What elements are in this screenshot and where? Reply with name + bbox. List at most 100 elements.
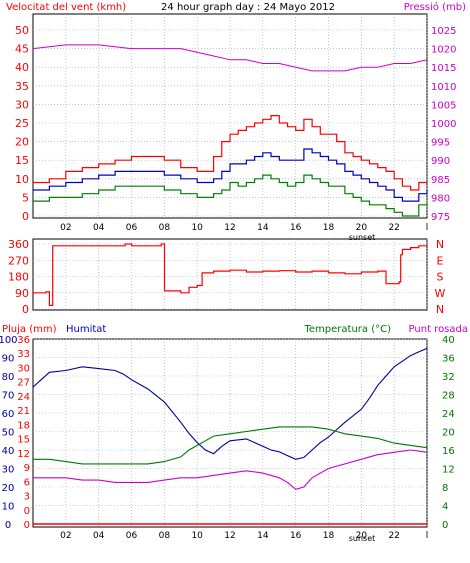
wind-series-average <box>33 148 428 202</box>
wind-y-tick-label: 35 <box>15 80 29 93</box>
pressure-y-tick-label: 1015 <box>431 63 456 74</box>
temperature-y-tick-label: 4 <box>442 502 448 513</box>
temperature-y-tick-label: 32 <box>442 372 455 383</box>
pressure-y-tick-label: 1005 <box>431 100 456 111</box>
rain-y-tick-label: 3 <box>24 492 30 503</box>
humidity-y-tick-label: 10 <box>2 502 15 513</box>
rain-y-tick-label: 0 <box>24 506 30 517</box>
wind-y-tick-label: 20 <box>15 136 29 149</box>
wind-x-tick-label: 18 <box>323 223 335 233</box>
bottom-x-tick-label: 20 <box>356 531 368 541</box>
temperature-y-tick-label: 0 <box>442 520 448 531</box>
bottom-x-tick-label: 22 <box>388 531 399 541</box>
wind-x-tick-label: 20 <box>356 223 368 233</box>
bottom-x-tick-label: 10 <box>191 531 203 541</box>
pressure-y-tick-label: 1010 <box>431 82 456 93</box>
wind-y-tick-label: 5 <box>22 191 29 204</box>
pressure-y-tick-label: 1025 <box>431 26 456 37</box>
rain-y-tick-label: 12 <box>17 449 30 460</box>
rain-y-tick-label: 24 <box>17 392 30 403</box>
compass-tick-label: N <box>436 238 444 251</box>
humidity-y-tick-label: 50 <box>2 428 15 439</box>
wind-x-tick-label: 16 <box>290 223 302 233</box>
bottom-x-tick-label: 04 <box>93 531 105 541</box>
rain-y-tick-label: 18 <box>17 420 30 431</box>
temperature-y-tick-label: 16 <box>442 446 455 457</box>
wind-series-pressure <box>32 44 428 72</box>
temperature-y-tick-label: 8 <box>442 483 448 494</box>
bottom-x-tick-label: 12 <box>224 531 235 541</box>
pressure-axis-title: Pressió (mb) <box>404 1 466 13</box>
humidity-y-tick-label: 20 <box>2 483 15 494</box>
wind-x-tick-label: 08 <box>159 223 171 233</box>
bottom-x-tick-label: 06 <box>126 531 138 541</box>
wind-y-tick-label: 25 <box>15 117 29 130</box>
bottom-x-tick-label: 16 <box>290 531 302 541</box>
wind-axis-title: Velocitat del vent (kmh) <box>6 2 126 13</box>
compass-tick-label: S <box>437 271 444 284</box>
direction-y-tick-label: 90 <box>15 287 29 300</box>
rain-y-tick-label: 9 <box>24 463 30 474</box>
dewpoint-axis-title: Punt rosada <box>409 324 468 335</box>
rain-y-tick-label: 27 <box>17 378 30 389</box>
wind-y-tick-label: 50 <box>15 24 29 37</box>
sunset-label-top: sunset <box>349 233 376 242</box>
humidity-y-tick-label: 30 <box>2 465 15 476</box>
temperature-series <box>33 426 428 465</box>
rain-y-tick-label: 0 <box>24 520 30 531</box>
wind-series-minimum <box>33 174 428 217</box>
humidity-y-tick-label: 40 <box>2 446 15 457</box>
humidity-y-tick-label: 0 <box>5 520 11 531</box>
wind-y-tick-label: 45 <box>15 43 29 56</box>
rain-y-tick-label: 21 <box>17 406 30 417</box>
temperature-axis-title: Temperatura (°C) <box>303 324 391 335</box>
bottom-x-tick-label: 08 <box>159 531 171 541</box>
wind-x-tick-label: 12 <box>224 223 235 233</box>
rain-y-tick-label: 33 <box>17 349 30 360</box>
humidity-y-tick-label: 70 <box>2 391 15 402</box>
wind-x-tick-label: 14 <box>257 223 269 233</box>
wind-y-tick-label: 10 <box>15 173 29 186</box>
pressure-y-tick-label: 1000 <box>431 119 456 130</box>
rain-axis-title: Pluja (mm) <box>2 324 57 335</box>
dewpoint-series <box>33 449 428 490</box>
pressure-y-tick-label: 980 <box>431 193 450 204</box>
bottom-x-tick-label: l <box>426 531 429 541</box>
graph-title: 24 hour graph day : 24 Mayo 2012 <box>161 2 335 13</box>
bottom-x-tick-label: 02 <box>60 531 71 541</box>
temperature-y-tick-label: 40 <box>442 335 455 346</box>
rain-y-tick-label: 15 <box>17 435 30 446</box>
direction-y-tick-label: 0 <box>22 303 29 316</box>
bottom-x-tick-label: 18 <box>323 531 335 541</box>
temperature-y-tick-label: 36 <box>442 354 455 365</box>
temperature-y-tick-label: 24 <box>442 409 455 420</box>
wind-y-tick-label: 40 <box>15 61 29 74</box>
wind-x-tick-label: 04 <box>93 223 105 233</box>
wind-x-tick-label: 06 <box>126 223 138 233</box>
wind-x-tick-label: 10 <box>191 223 203 233</box>
direction-y-tick-label: 180 <box>8 271 29 284</box>
grid-layer <box>33 14 428 526</box>
tick-label-layer: 0510152025303540455097598098599099510001… <box>0 24 456 541</box>
compass-tick-label: N <box>436 303 444 316</box>
wind-x-tick-label: l <box>426 223 429 233</box>
series-layer <box>32 44 428 525</box>
wind-x-tick-label: 22 <box>388 223 399 233</box>
temperature-y-tick-label: 20 <box>442 428 455 439</box>
pressure-y-tick-label: 985 <box>431 175 450 186</box>
pressure-y-tick-label: 975 <box>431 212 450 223</box>
wind-y-tick-label: 30 <box>15 98 29 111</box>
direction-series <box>33 243 428 306</box>
direction-y-tick-label: 360 <box>8 238 29 251</box>
rain-y-tick-label: 36 <box>17 335 30 346</box>
humidity-series <box>32 347 428 460</box>
rain-y-tick-label: 30 <box>17 363 30 374</box>
wind-series-gust <box>33 114 427 191</box>
direction-y-tick-label: 270 <box>8 254 29 267</box>
humidity-y-tick-label: 60 <box>2 409 15 420</box>
bottom-x-tick-label: 14 <box>257 531 269 541</box>
humidity-axis-title: Humitat <box>66 324 106 335</box>
sunset-label-bottom: sunset <box>349 534 376 543</box>
